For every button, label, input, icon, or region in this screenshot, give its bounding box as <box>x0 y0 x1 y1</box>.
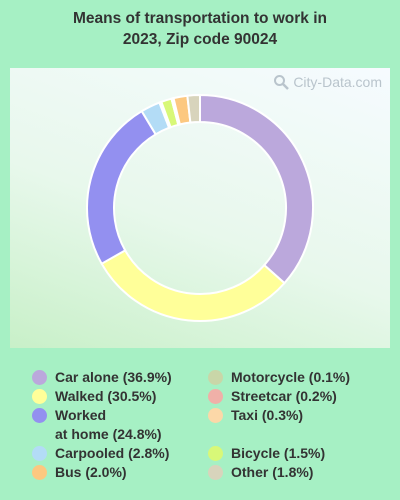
chart-title-line1: Means of transportation to work in <box>72 10 328 27</box>
legend-item-walked: Walked (30.5%) <box>32 387 156 406</box>
slice-walked <box>100 249 286 322</box>
slice-other <box>186 93 201 124</box>
legend-label: Car alone (36.9%) <box>55 369 172 385</box>
donut-chart <box>86 93 314 322</box>
legend-label: Worked at home (24.8%) <box>55 406 162 444</box>
chart-title: Means of transportation to work in 2023,… <box>0 8 400 50</box>
legend: Car alone (36.9%) Walked (30.5%) Worked … <box>0 364 400 494</box>
slice-car-alone <box>199 93 314 285</box>
legend-item-bicycle: Bicycle (1.5%) <box>208 444 325 463</box>
legend-item-worked-at-home: Worked at home (24.8%) <box>32 406 162 444</box>
legend-swatch <box>32 465 47 480</box>
legend-item-motorcycle: Motorcycle (0.1%) <box>208 368 350 387</box>
legend-swatch <box>208 408 223 423</box>
legend-label: Taxi (0.3%) <box>231 407 304 423</box>
chart-title-line2: 2023, Zip code 90024 <box>122 31 278 48</box>
legend-label: Walked (30.5%) <box>55 388 157 404</box>
legend-swatch <box>32 389 47 404</box>
legend-swatch <box>32 446 47 461</box>
legend-item-bus: Bus (2.0%) <box>32 463 127 482</box>
legend-item-other: Other (1.8%) <box>208 463 313 482</box>
legend-swatch <box>32 370 47 385</box>
legend-label: Other (1.8%) <box>231 464 314 480</box>
legend-label-line1: Worked <box>55 407 107 423</box>
watermark: City-Data.com <box>273 74 382 90</box>
legend-item-taxi: Taxi (0.3%) <box>208 406 303 425</box>
legend-label: Streetcar (0.2%) <box>231 388 337 404</box>
legend-item-car-alone: Car alone (36.9%) <box>32 368 172 387</box>
legend-swatch <box>208 446 223 461</box>
legend-swatch <box>208 370 223 385</box>
legend-swatch <box>208 465 223 480</box>
magnifier-icon <box>274 75 290 90</box>
slice-worked-at-home <box>86 109 158 266</box>
legend-label: Bicycle (1.5%) <box>231 445 326 461</box>
legend-swatch <box>208 389 223 404</box>
legend-label-line2: at home (24.8%) <box>55 426 162 442</box>
legend-label: Carpooled (2.8%) <box>55 445 170 461</box>
legend-swatch <box>32 408 47 423</box>
legend-item-carpooled: Carpooled (2.8%) <box>32 444 169 463</box>
legend-label: Motorcycle (0.1%) <box>231 369 351 385</box>
watermark-text: City-Data.com <box>293 74 382 90</box>
legend-item-streetcar: Streetcar (0.2%) <box>208 387 337 406</box>
legend-label: Bus (2.0%) <box>55 464 127 480</box>
